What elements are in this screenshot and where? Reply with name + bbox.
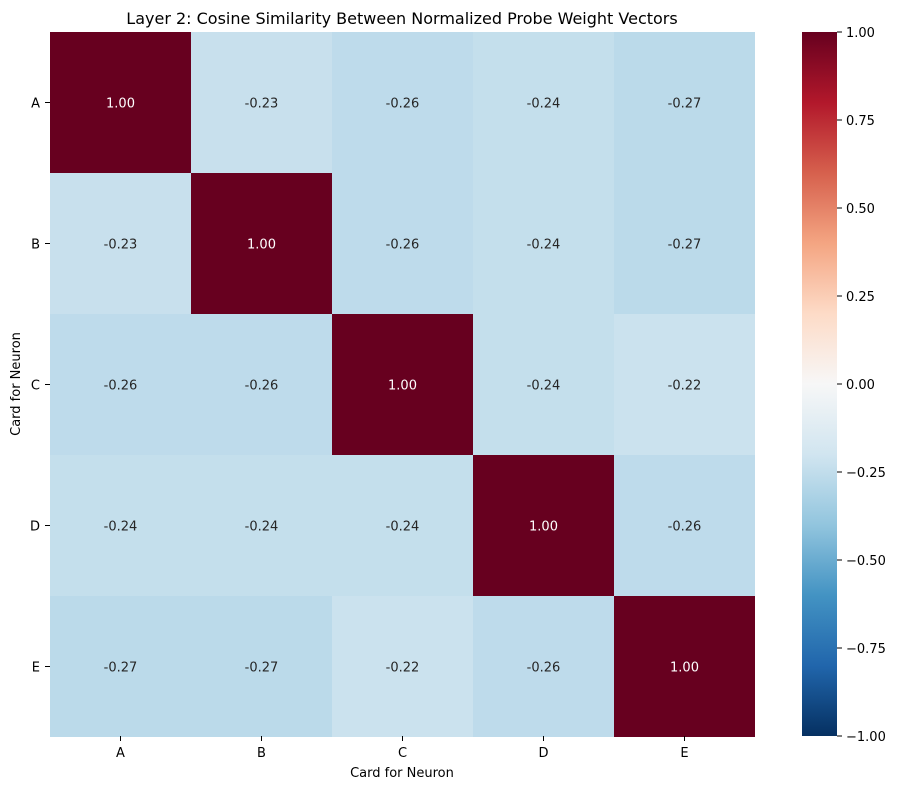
heatmap-cell-label: -0.24 <box>245 520 279 535</box>
heatmap-cell <box>332 314 473 455</box>
heatmap-cell <box>473 173 614 314</box>
heatmap-cell-label: -0.23 <box>245 97 279 112</box>
heatmap-cell <box>191 596 332 737</box>
heatmap-cell-label: -0.24 <box>527 238 561 253</box>
y-tick-label: B <box>31 238 40 253</box>
x-tick-label: E <box>680 746 688 761</box>
heatmap-cell <box>473 596 614 737</box>
chart-title: Layer 2: Cosine Similarity Between Norma… <box>126 9 677 28</box>
heatmap-cell-label: -0.22 <box>386 661 420 676</box>
colorbar <box>802 32 837 736</box>
x-tick-label: A <box>116 746 125 761</box>
heatmap-cell <box>332 455 473 596</box>
colorbar-tick-label: 1.00 <box>846 26 875 41</box>
colorbar-tick-label: −0.25 <box>846 466 886 481</box>
colorbar-tick-label: −1.00 <box>846 730 886 745</box>
heatmap-cell-label: -0.27 <box>668 238 702 253</box>
colorbar-ticks: 1.00 0.75 0.50 0.25 0.00 −0.25 −0.50 −0.75 −1.00 <box>837 26 886 745</box>
heatmap-cell <box>332 32 473 173</box>
x-tick-label: B <box>257 746 266 761</box>
heatmap-cell-label: -0.24 <box>386 520 420 535</box>
heatmap-cell <box>614 596 755 737</box>
heatmap-cell-label: -0.26 <box>245 379 279 394</box>
heatmap-cell-label: -0.27 <box>668 97 702 112</box>
heatmap-cell-label: -0.26 <box>104 379 138 394</box>
heatmap-cell-label: 1.00 <box>106 97 135 112</box>
heatmap-cell <box>191 173 332 314</box>
x-axis-label: Card for Neuron <box>350 766 454 781</box>
heatmap-cell-label: -0.24 <box>527 379 561 394</box>
colorbar-tick-label: 0.75 <box>846 114 875 129</box>
heatmap-cell <box>50 32 191 173</box>
heatmap-cell <box>614 314 755 455</box>
heatmap-cell-label: 1.00 <box>388 379 417 394</box>
y-axis-ticks: A B C D E <box>30 97 50 676</box>
x-tick-label: D <box>538 746 548 761</box>
x-tick-label: C <box>398 746 407 761</box>
y-axis-label: Card for Neuron <box>9 332 24 436</box>
heatmap-cell-label: -0.26 <box>386 97 420 112</box>
heatmap-cell <box>191 455 332 596</box>
heatmap-cell <box>473 32 614 173</box>
heatmap-cell <box>473 314 614 455</box>
heatmap-cell-label: -0.24 <box>104 520 138 535</box>
colorbar-tick-label: 0.25 <box>846 290 875 305</box>
heatmap-cell <box>191 314 332 455</box>
colorbar-tick-label: −0.75 <box>846 642 886 657</box>
heatmap-cell <box>50 596 191 737</box>
heatmap-cell <box>191 32 332 173</box>
heatmap-cell <box>50 314 191 455</box>
colorbar-tick-label: 0.00 <box>846 378 875 393</box>
heatmap-cell <box>614 455 755 596</box>
heatmap-cell-label: -0.26 <box>668 520 702 535</box>
y-tick-label: D <box>30 520 40 535</box>
colorbar-tick-label: −0.50 <box>846 554 886 569</box>
heatmap-cell-label: -0.26 <box>386 238 420 253</box>
x-axis-ticks: A B C D E <box>116 736 689 761</box>
heatmap-cell <box>473 455 614 596</box>
heatmap-cell <box>332 173 473 314</box>
heatmap-cell <box>614 173 755 314</box>
heatmap-cell-label: -0.23 <box>104 238 138 253</box>
heatmap-cell-label: -0.26 <box>527 661 561 676</box>
heatmap-cells <box>50 32 755 737</box>
heatmap-cell-label: 1.00 <box>247 238 276 253</box>
heatmap-cell-label: 1.00 <box>670 661 699 676</box>
heatmap-cell-label: -0.22 <box>668 379 702 394</box>
y-tick-label: E <box>32 661 40 676</box>
heatmap-cell <box>50 455 191 596</box>
y-tick-label: A <box>31 97 40 112</box>
heatmap-cell <box>50 173 191 314</box>
heatmap-cell-label: -0.27 <box>245 661 279 676</box>
colorbar-tick-label: 0.50 <box>846 202 875 217</box>
heatmap-cell-label: 1.00 <box>529 520 558 535</box>
heatmap-cell-label: -0.24 <box>527 97 561 112</box>
heatmap-cell-labels: 1.00 -0.23 -0.26 -0.24 -0.27 -0.23 1.00 -0.26 -0… <box>104 97 702 676</box>
heatmap-cell-label: -0.27 <box>104 661 138 676</box>
y-tick-label: C <box>31 379 40 394</box>
heatmap-cell <box>614 32 755 173</box>
heatmap-cell <box>332 596 473 737</box>
